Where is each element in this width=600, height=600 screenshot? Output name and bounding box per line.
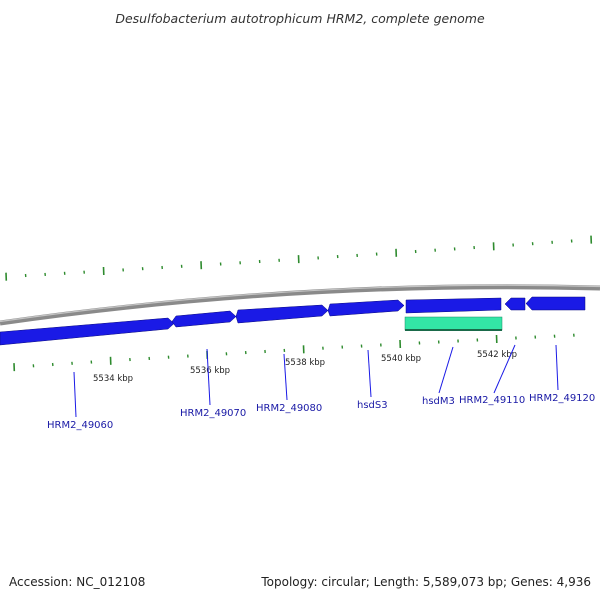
gene-arrow-hrm2-49120[interactable]	[525, 296, 586, 311]
gene-arrow-hrm2-49110b[interactable]	[504, 297, 526, 311]
genome-summary-text: Topology: circular; Length: 5,589,073 bp…	[260, 575, 591, 589]
leader-hrm2-49120	[555, 344, 559, 391]
leader-hrm2-49070	[206, 348, 211, 406]
gene-label-hrm2-49080[interactable]: HRM2_49080	[256, 403, 322, 414]
leader-hrm2-49110	[493, 344, 516, 394]
gene-track	[0, 296, 586, 346]
gene-arrow-hsdm3[interactable]	[404, 316, 503, 331]
genome-backbone-highlight	[0, 284, 600, 323]
gene-label-hrm2-49070[interactable]: HRM2_49070	[180, 408, 246, 419]
gene-leader-lines	[73, 344, 559, 418]
gene-arrow-hsdm3-shadow	[405, 329, 502, 331]
scale-label-5538: 5538 kbp	[285, 358, 325, 368]
scale-label-5540: 5540 kbp	[381, 354, 421, 364]
gene-arrow-hrm2-49060[interactable]	[0, 317, 175, 346]
gene-labels: HRM2_49060 HRM2_49070 HRM2_49080 hsdS3 h…	[47, 393, 595, 431]
gene-label-hrm2-49120[interactable]: HRM2_49120	[529, 393, 595, 404]
gene-arrow-hrm2-49110[interactable]	[405, 297, 502, 314]
inner-tick-marks	[13, 333, 575, 372]
gene-arrow-hrm2-49080[interactable]	[235, 304, 329, 324]
scale-labels: 5534 kbp 5536 kbp 5538 kbp 5540 kbp 5542…	[93, 350, 517, 384]
gene-arrow-hrm2-49070[interactable]	[171, 310, 237, 328]
scale-label-5534: 5534 kbp	[93, 374, 133, 384]
genome-backbone	[0, 284, 600, 326]
gene-label-hrm2-49110[interactable]: HRM2_49110	[459, 395, 525, 406]
gene-label-hsds3[interactable]: hsdS3	[357, 400, 388, 411]
outer-tick-marks	[5, 235, 593, 281]
leader-hrm2-49080	[283, 353, 288, 401]
gene-label-hrm2-49060[interactable]: HRM2_49060	[47, 420, 113, 431]
leader-hsdm3	[438, 346, 454, 394]
scale-label-5536: 5536 kbp	[190, 366, 230, 376]
leader-hsds3	[367, 349, 372, 398]
leader-hrm2-49060	[73, 371, 77, 418]
gene-arrow-hsds3[interactable]	[327, 299, 405, 317]
gene-label-hsdm3[interactable]: hsdM3	[422, 396, 455, 407]
accession-text: Accession: NC_012108	[9, 575, 145, 589]
scale-label-5542: 5542 kbp	[477, 350, 517, 360]
map-title: Desulfobacterium autotrophicum HRM2, com…	[115, 11, 485, 26]
